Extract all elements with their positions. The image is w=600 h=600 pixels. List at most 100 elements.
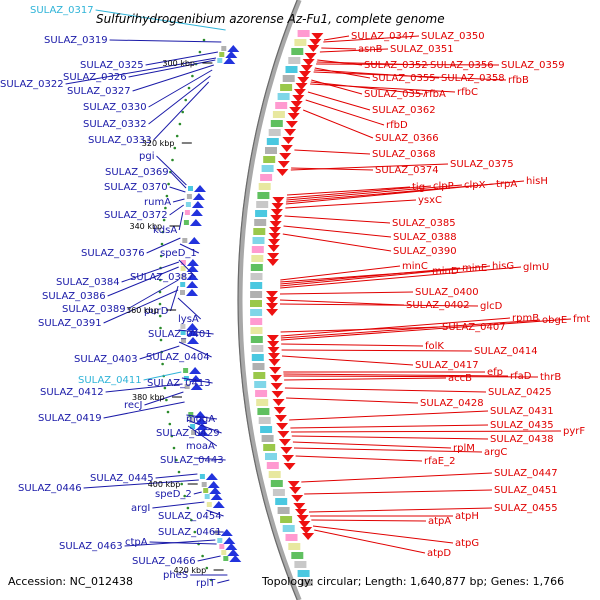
forward-strand-arrow: [284, 129, 297, 136]
gene-label: SULAZ_0384: [56, 277, 120, 288]
feature-block: [253, 228, 266, 235]
feature-block: [265, 147, 277, 154]
feature-block: [294, 39, 307, 46]
track-dot: [158, 302, 162, 306]
leader-line: [286, 397, 419, 404]
gene-label: SULAZ_0443: [160, 455, 224, 466]
kbp-label: 320 kbp: [142, 139, 175, 148]
reverse-strand-arrow: [223, 537, 236, 544]
forward-strand-arrow: [269, 367, 282, 374]
gene-label: SULAZ_0366: [375, 133, 439, 144]
gene-label: SULAZ_0327: [67, 86, 131, 97]
feature-block: [191, 430, 197, 435]
feature-block: [254, 381, 267, 388]
leader-line: [144, 391, 184, 406]
gene-label: SULAZ_0417: [415, 360, 479, 371]
feature-block: [219, 544, 225, 549]
feature-block: [252, 237, 265, 244]
gene-label: atpD: [427, 548, 451, 559]
forward-strand-arrow: [276, 169, 289, 176]
leader-line: [281, 349, 473, 352]
gene-label: ysxC: [418, 195, 442, 206]
reverse-strand-arrow: [225, 51, 238, 58]
leader-line: [156, 155, 187, 186]
leader-line: [121, 261, 180, 283]
feature-block: [257, 192, 270, 199]
gene-label: SULAZ_0431: [490, 406, 554, 417]
leader-line: [279, 303, 479, 307]
forward-strand-arrow: [304, 53, 317, 60]
gene-label: SULAZ_0369: [105, 167, 169, 178]
reverse-strand-arrow: [227, 45, 240, 52]
leader-line: [316, 63, 500, 66]
forward-strand-arrow: [266, 259, 279, 266]
forward-strand-arrow: [289, 487, 302, 494]
gene-label: accB: [448, 373, 472, 384]
leader-line: [279, 299, 405, 306]
leader-line: [283, 375, 539, 378]
backbone-edge: [237, 0, 298, 600]
forward-strand-arrow: [300, 65, 313, 72]
gene-label: SULAZ_0386: [42, 291, 106, 302]
feature-block: [261, 165, 274, 172]
leader-line: [132, 64, 214, 92]
gene-label: minD: [432, 266, 459, 277]
gene-label: SULAZ_0357: [364, 89, 428, 100]
track-dot: [181, 110, 184, 114]
gene-label: glcD: [480, 301, 503, 312]
feature-block: [275, 102, 288, 109]
leader-line: [283, 225, 392, 238]
forward-strand-arrow: [307, 45, 320, 52]
forward-strand-arrow: [269, 221, 282, 228]
feature-block: [223, 556, 229, 561]
feature-block: [180, 324, 186, 329]
reverse-strand-arrow: [210, 493, 223, 500]
gene-label: SULAZ_0351: [390, 44, 454, 55]
gene-label: SULAZ_0362: [372, 105, 436, 116]
gene-label: fmt: [573, 314, 590, 325]
feature-block: [183, 368, 189, 373]
leader-line: [280, 266, 522, 289]
reverse-strand-arrow: [229, 555, 242, 562]
gene-label: SULAZ_0368: [372, 149, 436, 160]
forward-strand-arrow: [274, 415, 287, 422]
feature-block: [201, 482, 207, 487]
reverse-strand-arrow: [188, 237, 201, 244]
gene-label: SULAZ_0332: [83, 119, 147, 130]
gene-label: SULAZ_0414: [474, 346, 538, 357]
feature-block: [180, 266, 186, 271]
leader-line: [289, 410, 489, 421]
reverse-strand-arrow: [187, 337, 199, 344]
gene-label: SULAZ_0419: [38, 413, 102, 424]
gene-label: SULAZ_0388: [393, 232, 457, 243]
forward-strand-arrow: [287, 113, 300, 120]
track-dot: [161, 362, 164, 366]
feature-block: [250, 282, 263, 289]
gene-label: minC: [402, 261, 428, 272]
feature-block: [272, 111, 285, 118]
leader-line: [145, 51, 218, 66]
forward-strand-arrow: [269, 375, 282, 382]
feature-block: [188, 186, 193, 191]
leader-line: [280, 318, 572, 341]
feature-block: [261, 435, 274, 442]
gene-label: SULAZ_0347: [351, 31, 415, 42]
feature-block: [277, 93, 290, 100]
feature-block: [188, 412, 194, 417]
forward-strand-arrow: [270, 209, 283, 216]
feature-block: [280, 84, 293, 91]
forward-strand-arrow: [270, 383, 283, 390]
leader-line: [143, 371, 182, 381]
gene-label: obgE: [542, 315, 567, 326]
genome-info: Topology: circular; Length: 1,640,877 bp…: [261, 575, 564, 588]
leader-line: [178, 341, 212, 358]
reverse-strand-arrow: [196, 423, 209, 430]
leader-line: [177, 297, 202, 320]
gene-label: rumA: [144, 197, 171, 208]
gene-label: SULAZ_0325: [80, 60, 144, 71]
forward-strand-arrow: [282, 137, 295, 144]
gene-label: SULAZ_0463: [59, 541, 123, 552]
feature-block: [256, 201, 269, 208]
feature-block: [183, 220, 189, 225]
leader-line: [217, 579, 230, 584]
